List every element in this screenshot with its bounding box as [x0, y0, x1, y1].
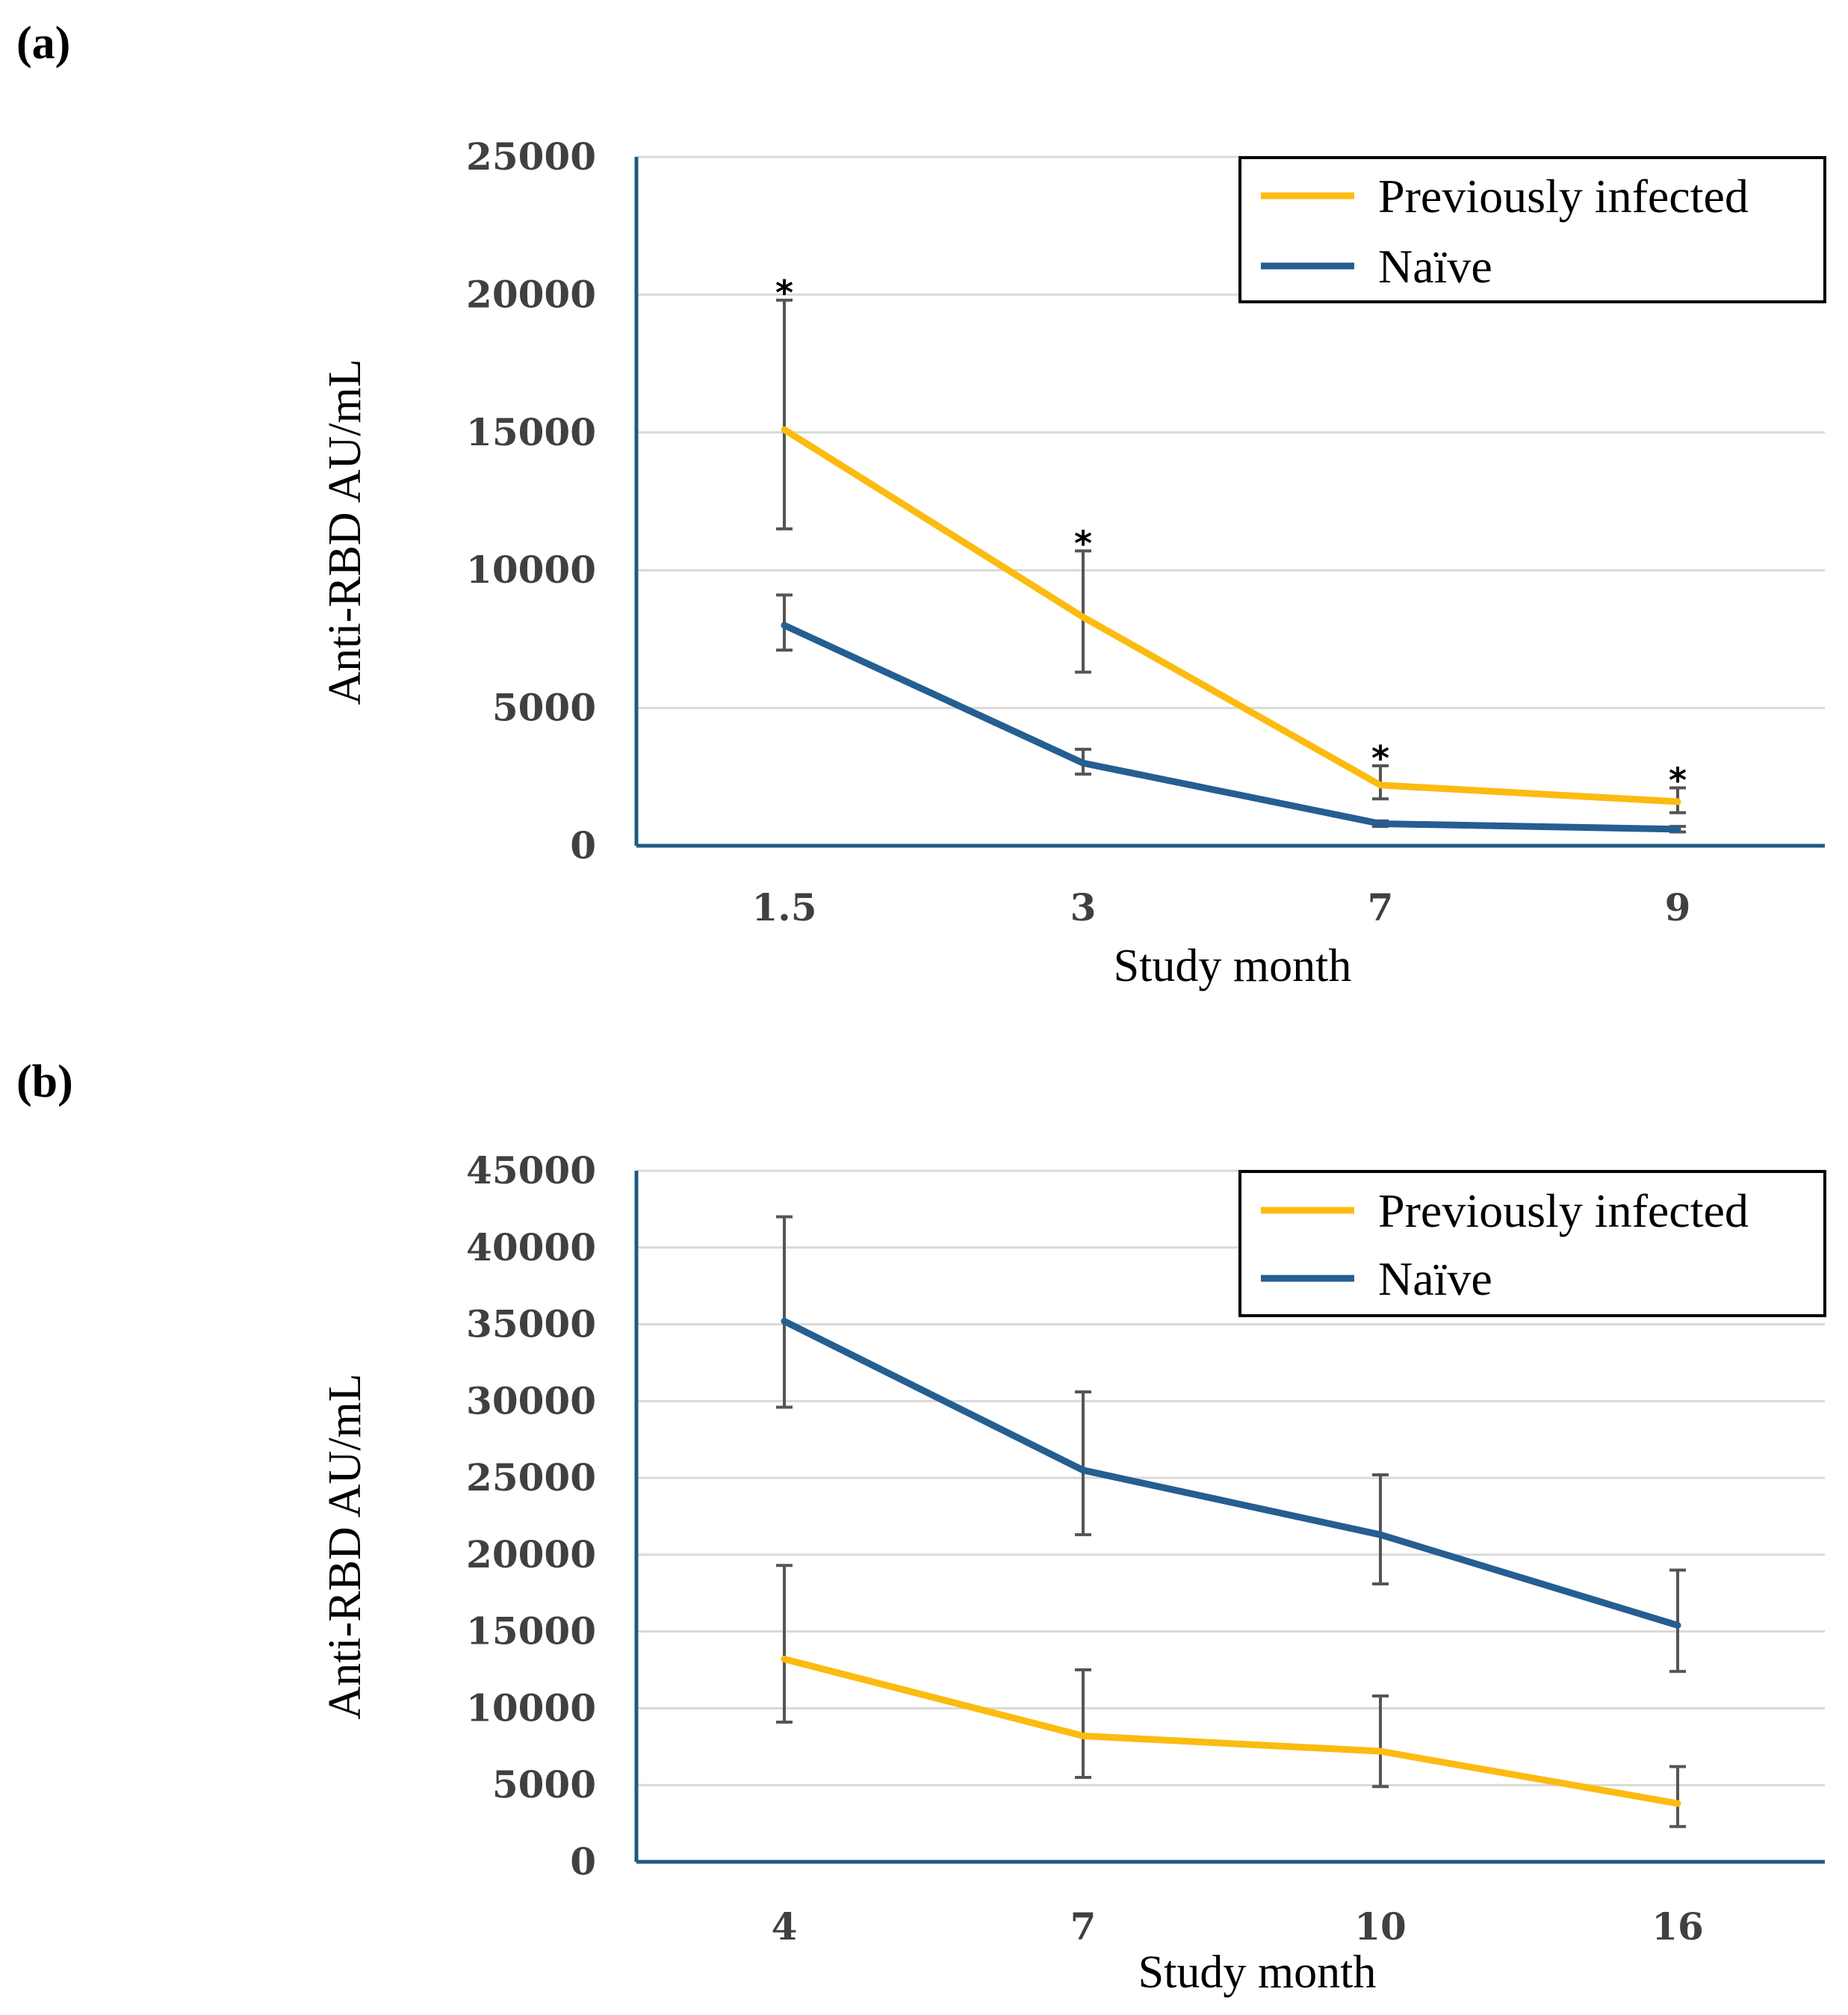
y-tick-label: 15000 [466, 410, 596, 454]
x-tick-label: 7 [1368, 885, 1394, 929]
y-tick-label: 35000 [466, 1302, 596, 1346]
panel-a-label: (a) [16, 18, 70, 69]
x-tick-label: 16 [1652, 1904, 1704, 1949]
y-tick-label: 40000 [466, 1225, 596, 1269]
panel-b-series [781, 1317, 1681, 1807]
x-tick-label: 4 [772, 1904, 798, 1949]
series-line-previously-infected [781, 1656, 1681, 1807]
significance-star: * [1371, 738, 1389, 779]
x-tick-label: 7 [1070, 1904, 1097, 1949]
panel-b-y-ticks: 0 5000 10000 15000 20000 25000 30000 35000 40000… [466, 1148, 596, 1884]
panel-a-axes [634, 157, 1825, 848]
panel-a-legend-label-previously-infected: Previously infected [1378, 170, 1749, 223]
panel-a-legend-box [1238, 156, 1826, 303]
significance-star: * [1074, 523, 1092, 563]
y-tick-label: 20000 [466, 1532, 596, 1576]
y-tick-label: 25000 [466, 1455, 596, 1499]
y-tick-label: 10000 [466, 1686, 596, 1730]
significance-star: * [775, 273, 793, 313]
y-tick-label: 20000 [466, 272, 596, 316]
y-tick-label: 0 [570, 823, 596, 867]
panel-a-y-ticks: 0 5000 10000 15000 20000 25000 [466, 134, 596, 867]
panel-a-x-axis-title: Study month [1114, 941, 1352, 991]
panel-b-error-bars [776, 1215, 1686, 1828]
y-tick-label: 5000 [492, 686, 596, 730]
panel-a-y-axis-title: Anti-RBD AU/mL [320, 359, 370, 705]
y-tick-label: 25000 [466, 134, 596, 179]
panel-a-significance: * * * * [775, 273, 1687, 801]
x-tick-label: 3 [1070, 885, 1097, 929]
panel-a-legend: Previously infected Naïve [1238, 156, 1826, 303]
panel-a-series [781, 426, 1681, 833]
x-tick-label: 10 [1354, 1904, 1407, 1949]
panel-b-legend: Previously infected Naïve [1238, 1170, 1826, 1317]
y-tick-label: 0 [570, 1839, 596, 1884]
panel-b-legend-box [1238, 1170, 1826, 1317]
panel-a-legend-label-naive: Naïve [1378, 240, 1492, 293]
panel-a-x-ticks: 1.5 3 7 9 [752, 885, 1691, 929]
series-line-previously-infected [781, 426, 1681, 805]
y-tick-label: 10000 [466, 548, 596, 592]
series-line-naive [781, 622, 1681, 833]
panel-b-legend-label-previously-infected: Previously infected [1378, 1184, 1749, 1237]
panel-b-axes [634, 1171, 1825, 1864]
panel-a-error-bars [776, 298, 1686, 834]
panel-b-x-ticks: 4 7 10 16 [772, 1904, 1704, 1949]
panel-b-y-axis-title: Anti-RBD AU/mL [320, 1373, 370, 1719]
significance-star: * [1669, 761, 1687, 801]
x-tick-label: 1.5 [752, 885, 817, 929]
panel-b-x-axis-title: Study month [1138, 1947, 1377, 1998]
y-tick-label: 15000 [466, 1609, 596, 1653]
panel-b-legend-label-naive: Naïve [1378, 1252, 1492, 1305]
x-tick-label: 9 [1665, 885, 1691, 929]
series-line-naive [781, 1317, 1681, 1629]
y-tick-label: 5000 [492, 1762, 596, 1807]
panel-b-label: (b) [16, 1056, 73, 1107]
y-tick-label: 45000 [466, 1148, 596, 1192]
panel-b: (b) 0 5000 10000 15000 20000 25000 30000 35000 4… [16, 1056, 1826, 1998]
y-tick-label: 30000 [466, 1378, 596, 1423]
